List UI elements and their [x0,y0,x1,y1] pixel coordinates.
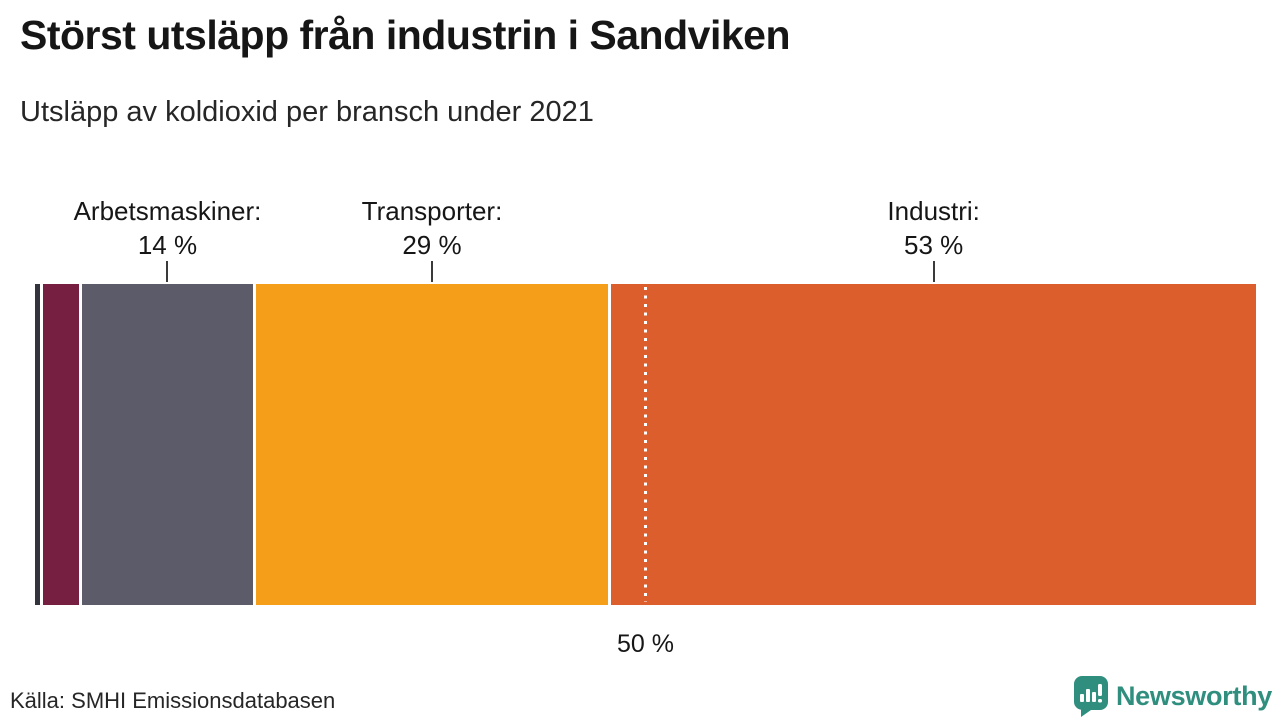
callout-tick-line [430,261,433,282]
segment-callout-Transporter: Transporter: 29 % [362,194,503,262]
segment-callout-Arbetsmaskiner: Arbetsmaskiner: 14 % [74,194,262,262]
callout-tick-line [932,261,935,282]
source-note: Källa: SMHI Emissionsdatabasen [10,688,336,713]
callout-category-label: Arbetsmaskiner: [73,196,262,226]
fifty-percent-dotted-line [644,287,647,602]
callout-category-label: Transporter: [361,196,503,226]
bar-segment-Arbetsmaskiner [82,284,253,605]
bar-segment-unlabeled-small-2 [42,284,80,605]
callout-tick-line [166,261,169,282]
callout-category-label: Industri: [887,196,980,226]
fifty-percent-label: 50 % [617,630,674,658]
bar-segment-Transporter [255,284,609,605]
chart-title: Störst utsläpp från industrin i Sandvike… [20,12,791,58]
callout-value-label: 14 % [137,230,198,260]
newsworthy-wordmark: Newsworthy [1115,681,1272,711]
callout-value-label: 53 % [904,230,964,260]
segment-callout-Industri: Industri: 53 % [887,194,980,262]
newsworthy-logo: Newsworthy [1073,676,1272,717]
chart-subtitle: Utsläpp av koldioxid per bransch under 2… [20,96,594,128]
callout-value-label: 29 % [402,230,462,260]
bar-segment-Industri [611,284,1256,605]
speech-bubble-bar-chart-icon [1073,676,1108,717]
bar-segment-unlabeled-small-1 [35,284,40,605]
